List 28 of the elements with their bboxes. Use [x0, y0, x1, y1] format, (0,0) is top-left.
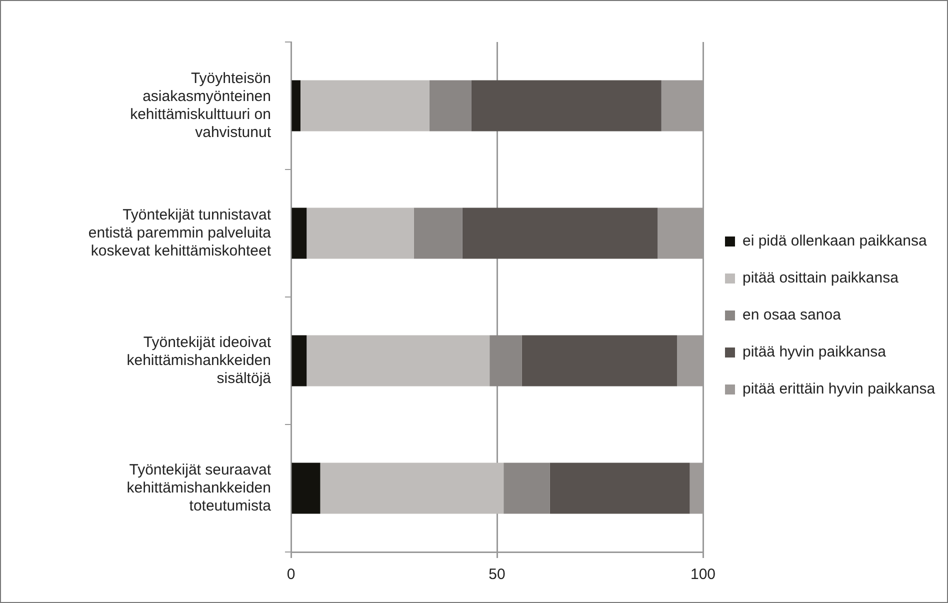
- x-tick-label: 50: [488, 566, 506, 584]
- bar: [504, 462, 550, 514]
- legend-label: ei pidä ollenkaan paikkansa: [742, 232, 928, 250]
- bar: [414, 208, 462, 259]
- bar: [292, 335, 307, 386]
- y-tick-label: Työntekijät tunnistavat entistä paremmin palveluita koskevat kehittämiskohteet: [88, 206, 272, 260]
- legend-label: en osaa sanoa: [742, 306, 842, 324]
- bar: [490, 335, 522, 386]
- bar: [300, 80, 430, 132]
- x-tick-label: 100: [690, 566, 716, 584]
- legend-label: pitää erittäin hyvin paikkansa: [742, 380, 936, 398]
- bar: [292, 80, 300, 132]
- bar: [522, 335, 678, 386]
- x-tick-label: 0: [286, 566, 296, 584]
- y-tick-label: Työntekijät ideoivat kehittämishankkeiden sisältöjä: [126, 334, 272, 387]
- bar: [550, 462, 690, 514]
- legend-label: pitää osittain paikkansa: [742, 270, 900, 287]
- bar: [320, 462, 504, 514]
- bar: [429, 80, 472, 132]
- bar: [292, 208, 307, 259]
- bar: [462, 208, 658, 259]
- bar: [306, 335, 490, 386]
- y-tick-label: Työyhteisön asiakasmyönteinen kehittämiskulttuuri on vahvistunut: [130, 70, 272, 141]
- y-tick-label: Työntekijät seuraavat kehittämishankkeiden toteutumista: [126, 461, 272, 514]
- bar: [292, 462, 320, 514]
- legend-label: pitää hyvin paikkansa: [742, 344, 887, 361]
- bar: [306, 208, 414, 259]
- bar: [471, 80, 662, 132]
